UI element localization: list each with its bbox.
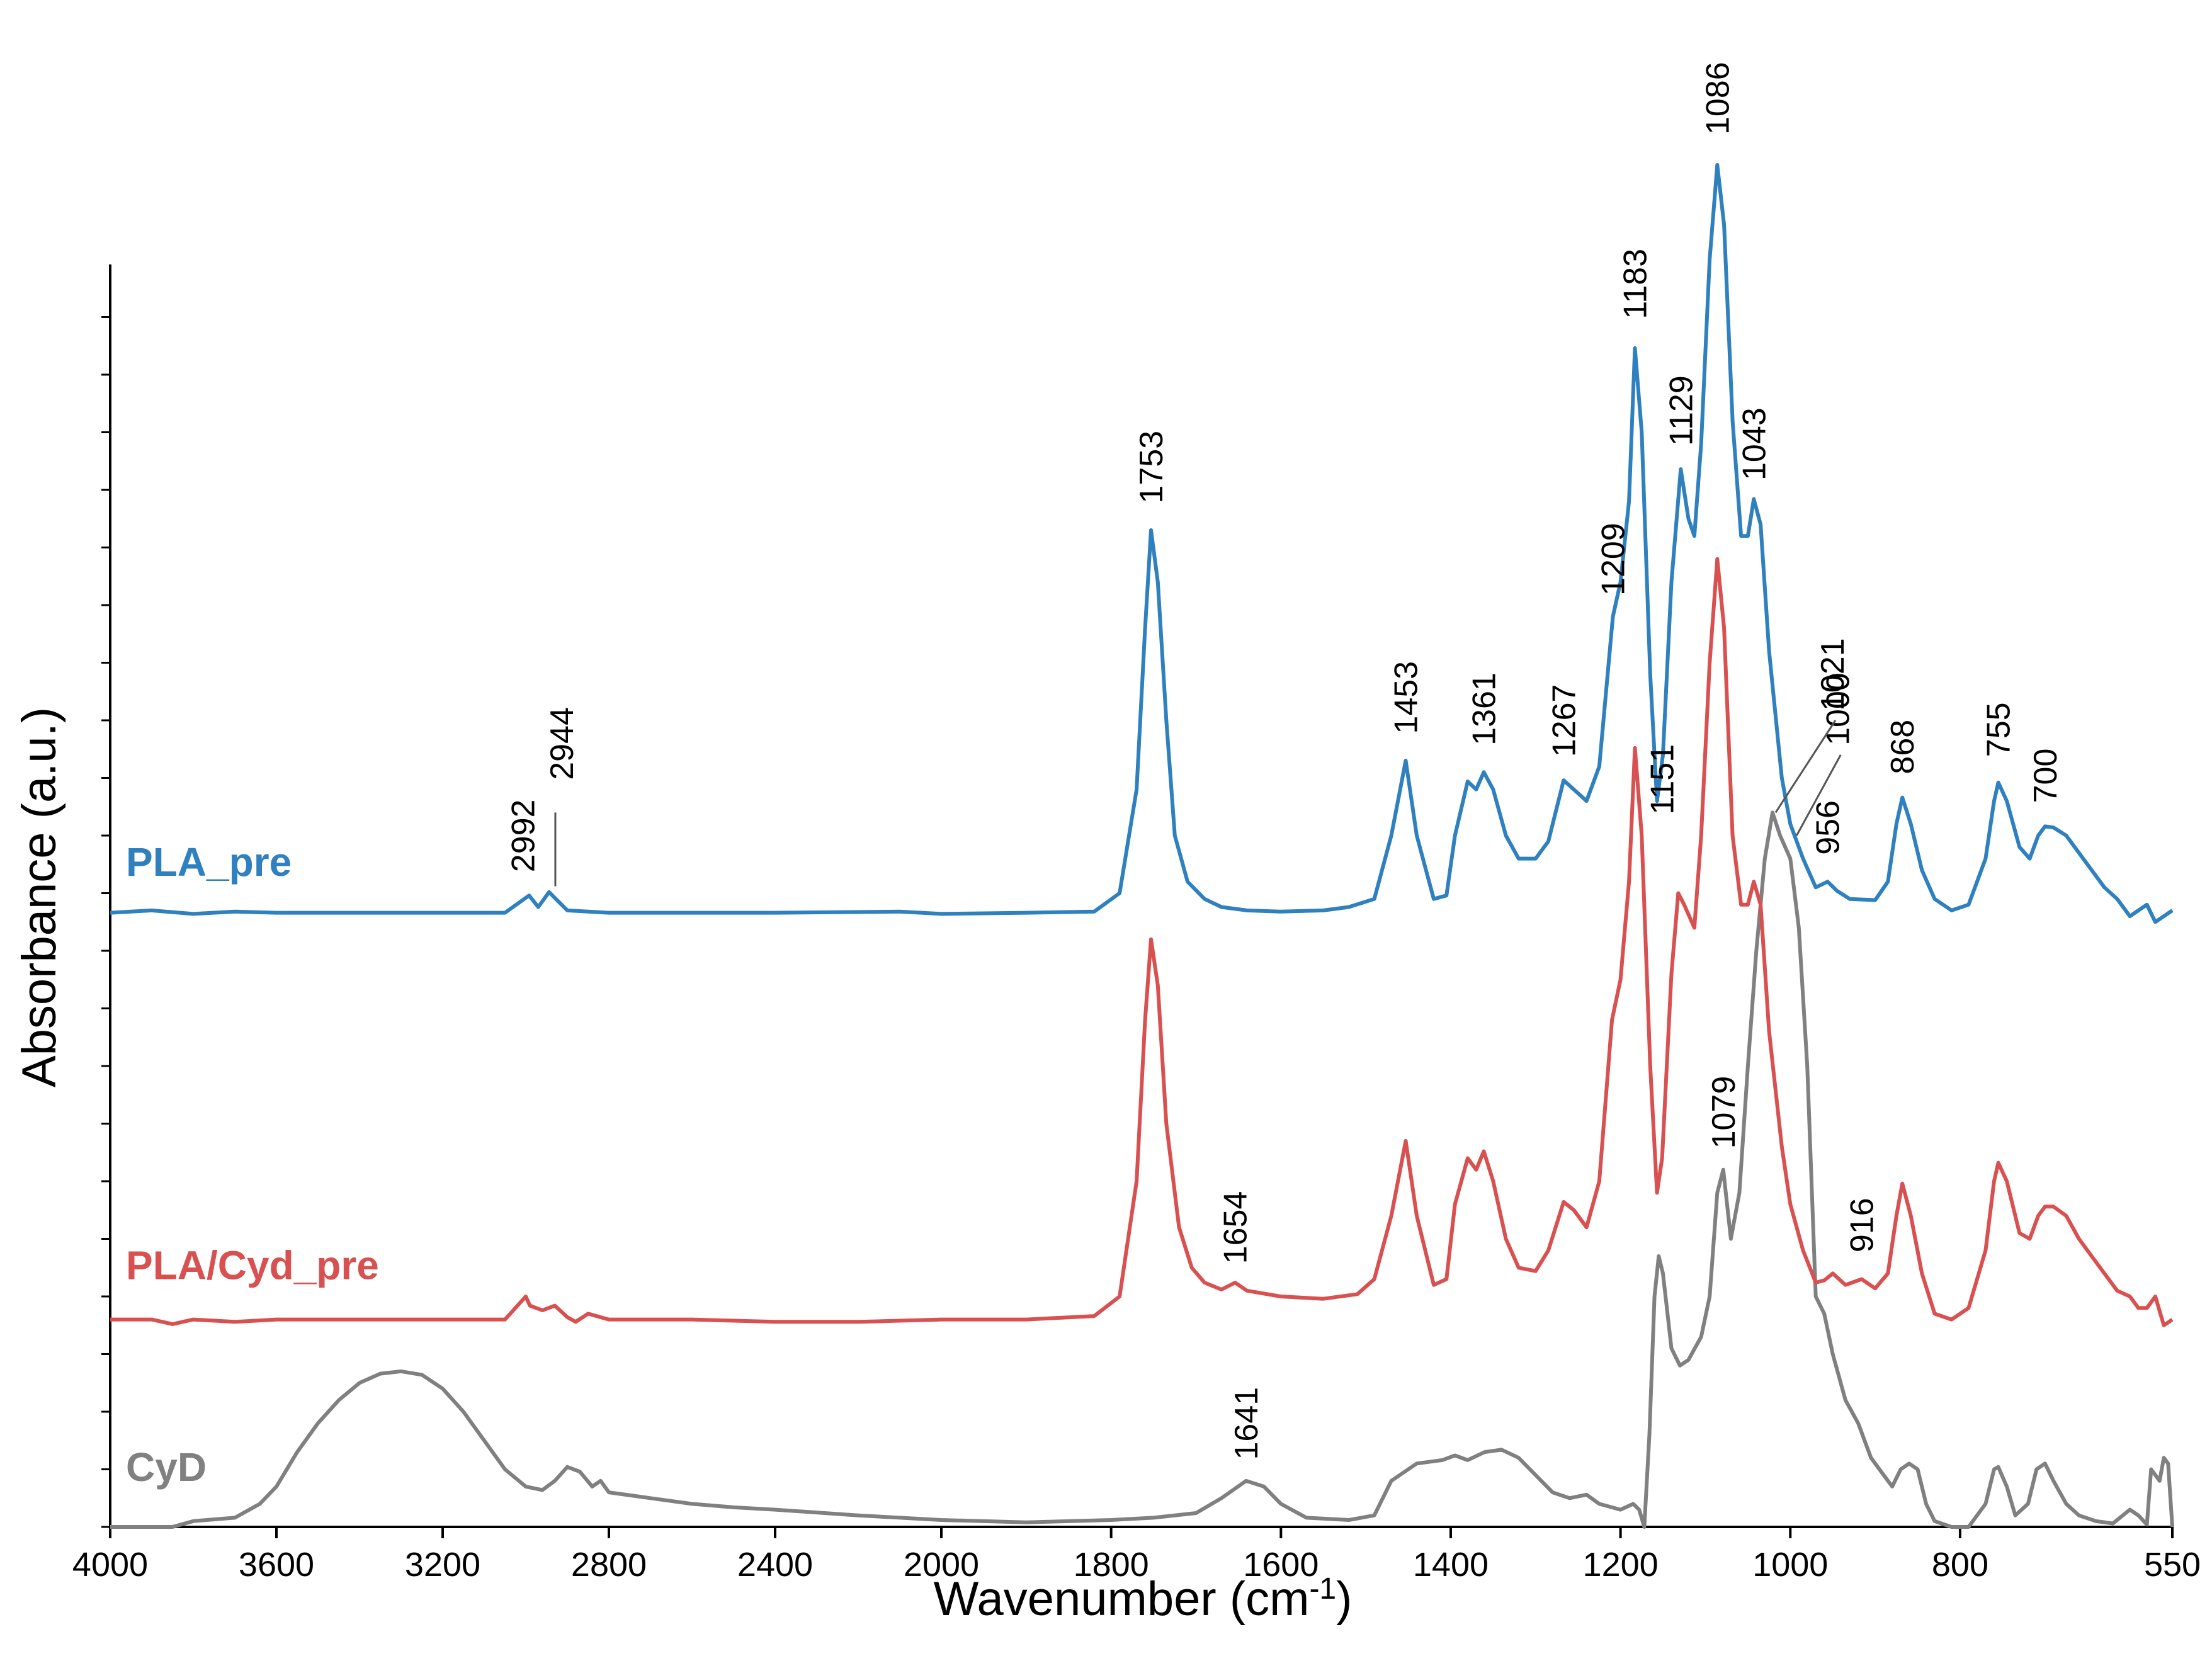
series-line-pla-pre (110, 162, 2174, 924)
peak-label: 1654 (1218, 1191, 1254, 1264)
peak-label: 1753 (1133, 431, 1170, 504)
x-tick-label: 1400 (1413, 1546, 1489, 1584)
series-lines (110, 162, 2174, 1529)
peak-label: 2944 (544, 707, 581, 780)
series-label: CyD (126, 1444, 207, 1490)
peak-label: 1267 (1546, 684, 1582, 757)
peak-label: 755 (1981, 702, 2017, 757)
x-axis-title-main: Wavenumber (cm (934, 1572, 1310, 1626)
y-axis-title: Absorbance (a.u.) (13, 707, 66, 1087)
x-axis-title-end: ) (1336, 1572, 1352, 1626)
y-minor-ticks (101, 316, 110, 1528)
x-tick-label: 2400 (737, 1546, 813, 1584)
leader-line (1774, 720, 1837, 814)
peak-label: 868 (1885, 720, 1921, 774)
x-tick-label: 800 (1932, 1546, 1988, 1584)
series-label: PLA_pre (126, 839, 292, 885)
peak-label: 1043 (1736, 407, 1772, 480)
x-tick-label: 1600 (1243, 1546, 1319, 1584)
x-tick-label: 1800 (1074, 1546, 1149, 1584)
peak-label: 1641 (1228, 1387, 1265, 1460)
peak-label: 1079 (1706, 1076, 1742, 1149)
leader-lines (554, 720, 1842, 887)
x-axis-title: Wavenumber (cm-1) (934, 1572, 1353, 1626)
x-tick-label: 2000 (904, 1546, 979, 1584)
peak-label: 916 (1844, 1198, 1881, 1252)
peak-label: 1021 (1815, 638, 1851, 711)
x-tick-label: 550 (2144, 1546, 2201, 1584)
x-tick-label: 4000 (72, 1546, 148, 1584)
peak-label: 1183 (1618, 249, 1654, 319)
peak-label: 700 (2028, 749, 2064, 803)
series-labels: PLA_pre PLA/Cyd_pre CyD (126, 839, 379, 1490)
peak-label: 1151 (1645, 744, 1681, 815)
peak-label: 2992 (505, 800, 542, 873)
x-tick-label: 3600 (239, 1546, 314, 1584)
x-tick-label: 1000 (1752, 1546, 1828, 1584)
peak-label: 1453 (1388, 661, 1425, 734)
peak-label: 1361 (1466, 672, 1503, 746)
peak-label: 1209 (1596, 523, 1632, 596)
peak-label: 1086 (1699, 62, 1736, 135)
x-tick-label: 1200 (1583, 1546, 1659, 1584)
peak-label: 1129 (1663, 375, 1699, 446)
series-line-cyd (110, 810, 2174, 1529)
x-tick-label: 2800 (571, 1546, 647, 1584)
series-line-pla-cyd-pre (110, 557, 2174, 1327)
series-label: PLA/Cyd_pre (126, 1243, 379, 1288)
leader-line (1795, 754, 1842, 836)
x-tick-label: 3200 (405, 1546, 480, 1584)
x-ticks: 4000 3600 3200 2800 2400 2000 1800 1600 1400 1200… (72, 1527, 2201, 1584)
x-axis-title-superscript: -1 (1309, 1572, 1336, 1606)
peak-label: 956 (1810, 800, 1847, 855)
